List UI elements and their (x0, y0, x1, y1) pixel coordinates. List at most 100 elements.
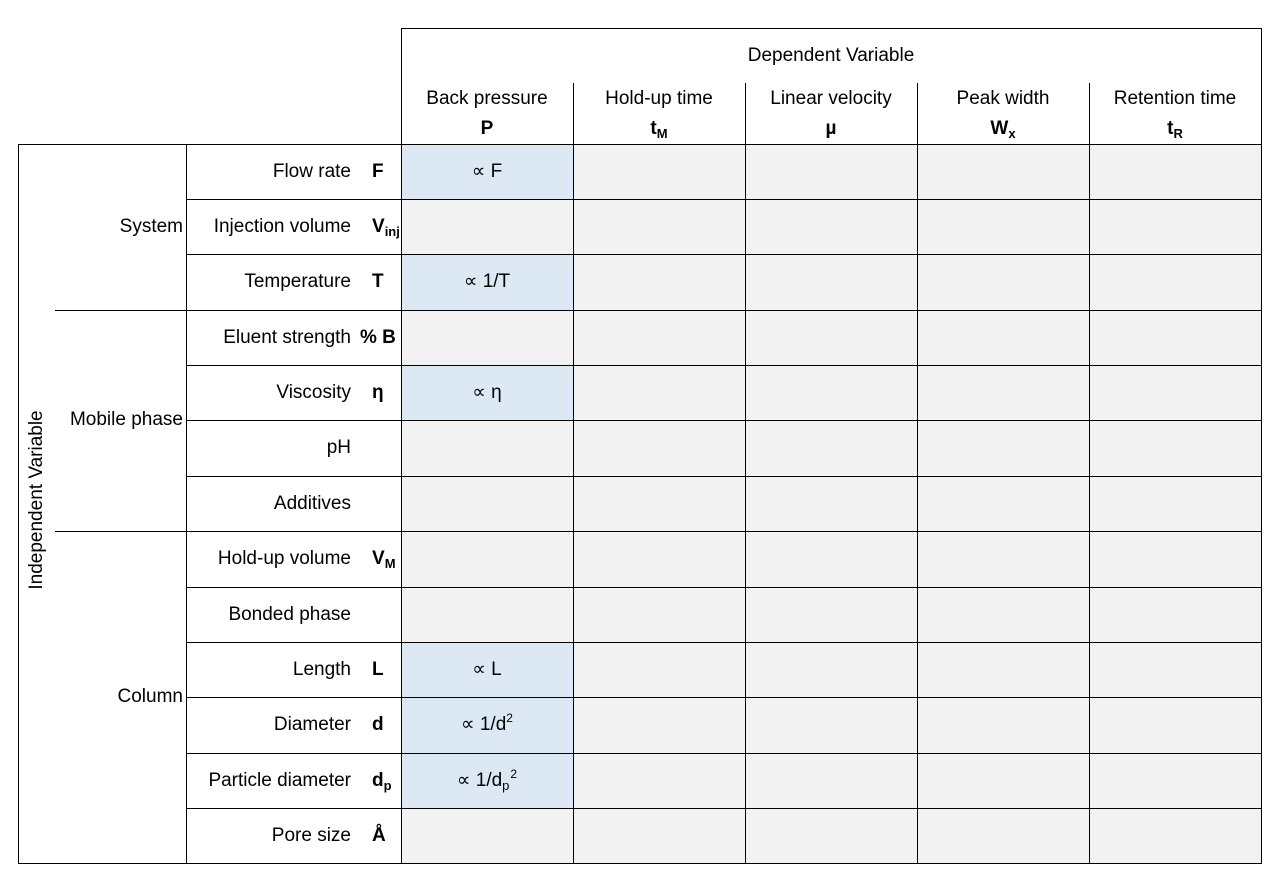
empty-cell (401, 310, 573, 365)
empty-cell (745, 254, 917, 310)
empty-cell (401, 531, 573, 587)
row-symbol: d (372, 714, 384, 736)
value-superscript: 2 (506, 711, 513, 725)
row-label: Pore size (271, 824, 351, 846)
column-header-symbol: Wx (917, 118, 1089, 140)
frame-bottom-line (18, 863, 1262, 864)
grid-line (186, 642, 1262, 643)
grid-line (186, 254, 1262, 255)
proportionality-value: ∝ 1/T (401, 271, 573, 293)
highlight-cell (401, 254, 573, 310)
row-symbol-main: F (372, 160, 384, 182)
empty-cell (745, 199, 917, 254)
empty-cell (745, 420, 917, 476)
row-symbol-main: % B (360, 326, 396, 348)
grid-line (186, 753, 1262, 754)
empty-cell (917, 476, 1089, 531)
column-header-symbol: P (401, 118, 573, 140)
grid-line (745, 83, 746, 864)
column-symbol-main: P (480, 118, 494, 139)
empty-cell (1089, 476, 1261, 531)
column-symbol-main: t (1167, 118, 1174, 139)
proportionality-value: ∝ F (401, 161, 573, 183)
grid-line (917, 83, 918, 864)
column-header-label: Hold-up time (605, 88, 713, 109)
grid-line (573, 83, 574, 864)
value-text: ∝ η (472, 381, 502, 403)
grid-line (186, 808, 1262, 809)
highlight-cell (401, 365, 573, 420)
highlight-cell (401, 697, 573, 753)
group-separator-line (55, 310, 1262, 311)
frame-top-line (401, 28, 1262, 29)
proportionality-value: ∝ 1/dp2 (401, 768, 573, 793)
empty-cell (401, 420, 573, 476)
group-label-mobile-phase: Mobile phase (69, 409, 183, 430)
empty-cell (917, 144, 1089, 199)
column-symbol-subscript: M (656, 126, 668, 141)
frame-right-line (1261, 28, 1262, 864)
row-symbol-main: η (372, 381, 384, 403)
column-header-symbol: tR (1089, 118, 1261, 140)
empty-cell (917, 420, 1089, 476)
column-symbol-main: t (650, 118, 657, 139)
row-label-left-line (186, 144, 187, 864)
empty-cell (917, 365, 1089, 420)
column-symbol-main: W (990, 118, 1009, 139)
empty-cell (1089, 254, 1261, 310)
frame-left-line (18, 144, 19, 864)
row-label: Viscosity (276, 381, 351, 403)
row-symbol-main: d (372, 769, 384, 791)
empty-cell (1089, 199, 1261, 254)
grid-line (186, 476, 1262, 477)
empty-cell (401, 199, 573, 254)
empty-cell (573, 587, 745, 642)
column-header-label: Back pressure (426, 88, 548, 109)
row-label: pH (326, 437, 351, 458)
empty-cell (401, 808, 573, 863)
column-symbol-main: µ (825, 118, 837, 139)
column-header-label: Linear velocity (770, 88, 892, 109)
highlight-cell (401, 753, 573, 808)
column-header-label: Peak width (956, 88, 1050, 109)
row-label: Diameter (273, 714, 351, 735)
proportionality-value: ∝ 1/d2 (401, 711, 573, 736)
empty-cell (917, 254, 1089, 310)
column-symbol-subscript: x (1008, 126, 1016, 141)
header-bottom-line (18, 144, 1262, 145)
group-label-column: Column (117, 686, 183, 707)
row-label: Hold-up volume (217, 548, 351, 569)
empty-cell (745, 587, 917, 642)
row-label: Additives (273, 492, 351, 514)
group-connector-line (186, 420, 192, 421)
row-symbol: Vinj (372, 216, 400, 238)
row-symbol-subscript: M (384, 556, 396, 571)
row-symbol-main: Å (372, 824, 386, 846)
empty-cell (1089, 310, 1261, 365)
empty-cell (917, 753, 1089, 808)
group-label-system: System (119, 216, 183, 237)
grid-line (186, 697, 1262, 698)
row-symbol: η (372, 382, 384, 404)
column-header-symbol: tM (573, 118, 745, 140)
empty-cell (917, 808, 1089, 863)
column-header-label: Retention time (1113, 88, 1237, 109)
empty-cell (917, 587, 1089, 642)
empty-cell (573, 199, 745, 254)
value-text: ∝ L (472, 658, 502, 680)
empty-cell (1089, 808, 1261, 863)
row-symbol: VM (372, 548, 396, 570)
row-symbol-main: T (372, 271, 384, 292)
empty-cell (1089, 420, 1261, 476)
value-subscript: p (502, 777, 510, 793)
independent-variable-title: Independent Variable (26, 410, 47, 590)
empty-cell (573, 310, 745, 365)
row-label: Injection volume (213, 215, 351, 237)
row-symbol-main: d (372, 714, 384, 735)
empty-cell (917, 642, 1089, 697)
empty-cell (745, 310, 917, 365)
empty-cell (1089, 642, 1261, 697)
grid-line (186, 365, 1262, 366)
grid-line (186, 420, 1262, 421)
empty-cell (401, 587, 573, 642)
